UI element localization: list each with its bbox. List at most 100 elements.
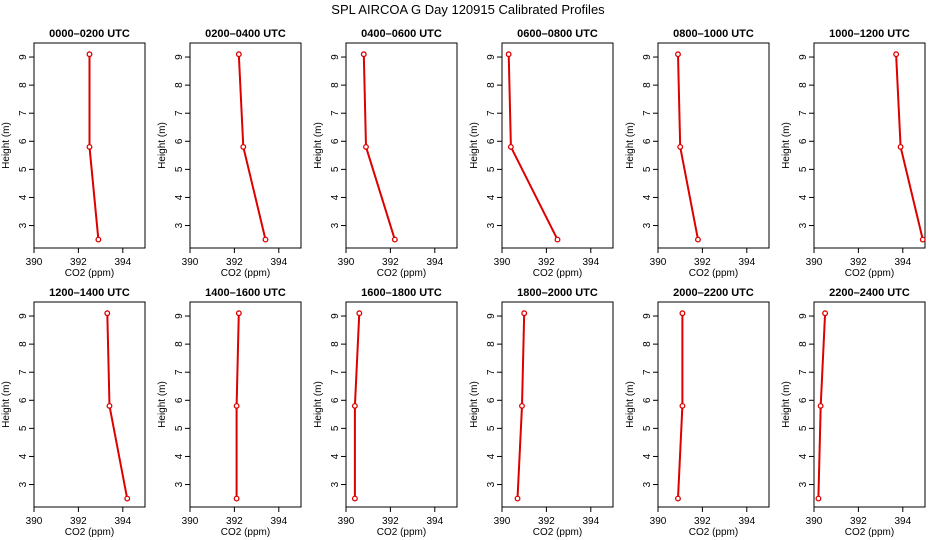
profile-point: [262, 236, 269, 243]
panel-frame: [33, 301, 146, 508]
profile-point: [919, 236, 926, 243]
profile-point: [391, 236, 398, 243]
profile-point: [351, 495, 358, 502]
profile-point: [356, 310, 363, 317]
profile-point: [815, 495, 822, 502]
y-axis-label: Height (m): [313, 381, 324, 428]
panel-5: 1000–1200 UTC 390 392 394 3 4 5 6 7 8 9 CO2 (ppm) He…: [781, 28, 926, 279]
panel-8: 1600–1800 UTC 390 392 394 3 4 5 6 7 8 9 CO2 (ppm) He…: [313, 287, 458, 538]
x-axis-label: CO2 (ppm): [377, 527, 426, 538]
x-axis-label: CO2 (ppm): [221, 527, 270, 538]
y-tick-label: 3: [642, 222, 653, 228]
panel-frame: [657, 42, 770, 249]
y-tick-label: 8: [330, 341, 341, 347]
y-tick-label: 8: [486, 82, 497, 88]
y-tick-label: 7: [642, 369, 653, 375]
profile-point: [554, 236, 561, 243]
panel-title: 1000–1200 UTC: [829, 28, 910, 40]
y-tick-label: 9: [642, 54, 653, 60]
panel-frame: [345, 42, 458, 249]
y-tick-label: 9: [18, 54, 29, 60]
panel-10: 2000–2200 UTC 390 392 394 3 4 5 6 7 8 9 CO2 (ppm) He…: [625, 287, 770, 538]
x-tick-label: 392: [850, 516, 867, 527]
x-tick-label: 390: [338, 516, 355, 527]
y-tick-label: 5: [174, 166, 185, 172]
y-tick-label: 9: [486, 313, 497, 319]
y-tick-label: 8: [18, 341, 29, 347]
y-tick-label: 3: [330, 222, 341, 228]
y-tick-label: 6: [798, 397, 809, 403]
panel-9: 1800–2000 UTC 390 392 394 3 4 5 6 7 8 9 CO2 (ppm) He…: [469, 287, 614, 538]
profile-point: [106, 402, 113, 409]
y-tick-label: 6: [174, 138, 185, 144]
y-tick-label: 5: [642, 425, 653, 431]
profile-point: [233, 495, 240, 502]
profile-point: [240, 143, 247, 150]
y-tick-label: 4: [330, 194, 341, 200]
x-tick-label: 394: [738, 516, 755, 527]
y-tick-label: 6: [18, 138, 29, 144]
y-tick-label: 7: [174, 110, 185, 116]
y-tick-label: 9: [174, 54, 185, 60]
y-tick-label: 6: [486, 138, 497, 144]
panel-title: 1600–1800 UTC: [361, 287, 442, 299]
x-tick-label: 392: [70, 257, 87, 268]
profile-point: [233, 402, 240, 409]
x-tick-label: 394: [894, 257, 911, 268]
y-tick-label: 9: [798, 313, 809, 319]
panel-title: 2000–2200 UTC: [673, 287, 754, 299]
y-tick-label: 4: [18, 194, 29, 200]
x-tick-label: 394: [270, 257, 287, 268]
x-axis-label: CO2 (ppm): [689, 268, 738, 279]
x-tick-label: 392: [382, 516, 399, 527]
profile-point: [86, 143, 93, 150]
y-tick-label: 8: [330, 82, 341, 88]
y-tick-label: 7: [330, 369, 341, 375]
y-tick-label: 7: [18, 110, 29, 116]
y-tick-label: 9: [18, 313, 29, 319]
y-axis-label: Height (m): [781, 381, 792, 428]
x-tick-label: 394: [738, 257, 755, 268]
x-tick-label: 394: [426, 516, 443, 527]
y-tick-label: 9: [330, 313, 341, 319]
panel-title: 0600–0800 UTC: [517, 28, 598, 40]
panel-frame: [813, 42, 926, 249]
x-axis-label: CO2 (ppm): [65, 527, 114, 538]
y-tick-label: 4: [486, 194, 497, 200]
x-tick-label: 390: [26, 516, 43, 527]
profile-point: [675, 51, 681, 58]
y-tick-label: 8: [798, 82, 809, 88]
y-tick-label: 7: [330, 110, 341, 116]
profile-point: [104, 310, 111, 317]
x-tick-label: 390: [338, 257, 355, 268]
y-tick-label: 4: [174, 194, 185, 200]
x-tick-label: 394: [114, 516, 131, 527]
y-tick-label: 6: [174, 397, 185, 403]
panel-1: 0200–0400 UTC 390 392 394 3 4 5 6 7 8 9 CO2 (ppm) He…: [157, 28, 302, 279]
x-axis-label: CO2 (ppm): [221, 268, 270, 279]
y-tick-label: 6: [642, 138, 653, 144]
panel-7: 1400–1600 UTC 390 392 394 3 4 5 6 7 8 9 CO2 (ppm) He…: [157, 287, 302, 538]
y-tick-label: 5: [330, 425, 341, 431]
y-tick-label: 7: [642, 110, 653, 116]
panel-frame: [657, 301, 770, 508]
x-tick-label: 390: [494, 257, 511, 268]
panel-frame: [33, 42, 146, 249]
y-tick-label: 6: [642, 397, 653, 403]
y-tick-label: 3: [330, 481, 341, 487]
y-tick-label: 5: [486, 425, 497, 431]
y-axis-label: Height (m): [313, 122, 324, 169]
y-tick-label: 3: [18, 222, 29, 228]
y-tick-label: 5: [174, 425, 185, 431]
panel-3: 0600–0800 UTC 390 392 394 3 4 5 6 7 8 9 CO2 (ppm) He…: [469, 28, 614, 279]
x-tick-label: 394: [114, 257, 131, 268]
x-tick-label: 392: [538, 257, 555, 268]
y-tick-label: 9: [798, 54, 809, 60]
y-tick-label: 3: [174, 222, 185, 228]
y-tick-label: 7: [798, 369, 809, 375]
x-tick-label: 392: [226, 257, 243, 268]
panel-frame: [501, 301, 614, 508]
y-axis-label: Height (m): [469, 122, 480, 169]
x-axis-label: CO2 (ppm): [65, 268, 114, 279]
y-tick-label: 5: [486, 166, 497, 172]
